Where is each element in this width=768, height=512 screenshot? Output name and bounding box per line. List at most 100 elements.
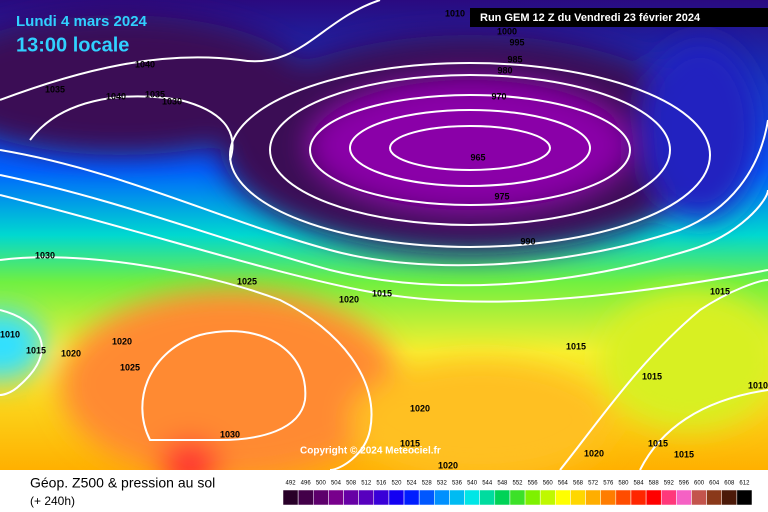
local-time: 13:00 locale [16, 34, 129, 56]
copyright: Copyright © 2024 Meteociel.fr [300, 446, 441, 457]
isobar-label: 1020 [61, 348, 81, 358]
isobar-label: 1015 [26, 345, 46, 355]
legend-label: 596 [679, 481, 690, 487]
legend-swatch [313, 489, 329, 506]
legend-swatch [494, 489, 511, 506]
legend-label: 492 [286, 481, 297, 487]
legend-swatch [600, 489, 617, 506]
isobar-label: 990 [520, 236, 535, 246]
legend-label: 496 [301, 481, 312, 487]
legend-label: 520 [391, 481, 402, 487]
legend-label: 600 [694, 481, 705, 487]
legend-swatch [615, 489, 632, 506]
legend-swatch [403, 489, 420, 506]
legend-label: 584 [634, 481, 645, 487]
legend-label: 572 [588, 481, 599, 487]
legend-label: 612 [739, 481, 750, 487]
legend-swatch [328, 489, 344, 506]
isobar-label: 1040 [135, 59, 155, 69]
legend-swatch [660, 489, 677, 506]
isobar-label: 1015 [710, 286, 730, 296]
legend-swatch [570, 489, 586, 506]
legend-label: 548 [497, 481, 508, 487]
isobar-label: 1020 [112, 336, 132, 346]
legend-swatch [434, 489, 450, 506]
isobar-label: 1020 [339, 294, 359, 304]
legend-swatch [373, 489, 390, 506]
date: Lundi 4 mars 2024 [16, 13, 148, 30]
legend-label: 560 [543, 481, 554, 487]
legend-swatch [388, 489, 405, 506]
legend-label: 512 [361, 481, 372, 487]
legend-label: 588 [649, 481, 660, 487]
legend-swatch [539, 489, 556, 506]
legend-swatch [555, 489, 571, 506]
legend-label: 564 [558, 481, 569, 487]
legend-swatch [297, 489, 314, 506]
map-area [0, 0, 768, 470]
color-legend: 492 496 500 504 508 512 516 520 524 528 532 536 540 5… [282, 481, 753, 506]
isobar-label: 1040 [106, 91, 126, 101]
legend-swatch [630, 489, 647, 506]
legend-label: 508 [346, 481, 357, 487]
legend-label: 580 [618, 481, 629, 487]
isobar-label: 1010 [748, 380, 768, 390]
legend-label: 516 [376, 481, 387, 487]
legend-label: 556 [528, 481, 539, 487]
isobar-label: 1010 [0, 329, 20, 339]
legend-swatch [343, 489, 359, 506]
isobar-label: 1020 [438, 460, 458, 470]
legend-swatch [509, 489, 526, 506]
isobar-label: 1000 [497, 26, 517, 36]
legend-swatch [418, 489, 435, 506]
legend-swatch [464, 489, 480, 506]
isobar-label: 1015 [648, 438, 668, 448]
isobar-label: 1030 [220, 429, 240, 439]
legend-swatch [645, 489, 662, 506]
isobar-label: 975 [494, 191, 509, 201]
legend-swatch [691, 489, 707, 506]
legend-swatch [524, 489, 541, 506]
legend-label: 576 [603, 481, 614, 487]
isobar-label: 1015 [400, 438, 420, 448]
legend-label: 552 [512, 481, 523, 487]
footer-title: Géop. Z500 & pression au sol [30, 475, 215, 491]
legend-swatch [358, 489, 375, 506]
legend-swatch [449, 489, 465, 506]
isobar-label: 970 [491, 91, 506, 101]
isobar-label: 1035 [45, 84, 65, 94]
legend-label: 528 [422, 481, 433, 487]
isobar-label: 1015 [566, 341, 586, 351]
legend-label: 524 [407, 481, 418, 487]
footer-lead: (+ 240h) [30, 494, 75, 508]
legend-label: 536 [452, 481, 463, 487]
isobar-label: 1035 [145, 89, 165, 99]
isobar-label: 980 [497, 65, 512, 75]
legend-swatch [721, 489, 738, 506]
isobar-label: 1020 [410, 403, 430, 413]
isobar-label: 1015 [372, 288, 392, 298]
isobar-label: 985 [507, 54, 522, 64]
run-label: Run GEM 12 Z du Vendredi 23 février 2024 [480, 12, 701, 24]
isobar-label: 1030 [162, 96, 182, 106]
isobar-label: 1030 [35, 250, 55, 260]
legend-label: 568 [573, 481, 584, 487]
legend-label: 544 [482, 481, 493, 487]
legend-swatch [282, 489, 299, 506]
legend-swatch [736, 489, 753, 506]
legend-swatch [479, 489, 496, 506]
legend-label: 504 [331, 481, 342, 487]
legend-label: 532 [437, 481, 448, 487]
legend-label: 608 [724, 481, 735, 487]
legend-label: 540 [467, 481, 478, 487]
legend-swatch [706, 489, 722, 506]
legend-label: 604 [709, 481, 720, 487]
isobar-label: 1025 [237, 276, 257, 286]
legend-label: 500 [316, 481, 327, 487]
isobar-label: 1010 [445, 8, 465, 18]
isobar-label: 1025 [120, 362, 140, 372]
legend-swatch [585, 489, 601, 506]
legend-label: 592 [664, 481, 675, 487]
